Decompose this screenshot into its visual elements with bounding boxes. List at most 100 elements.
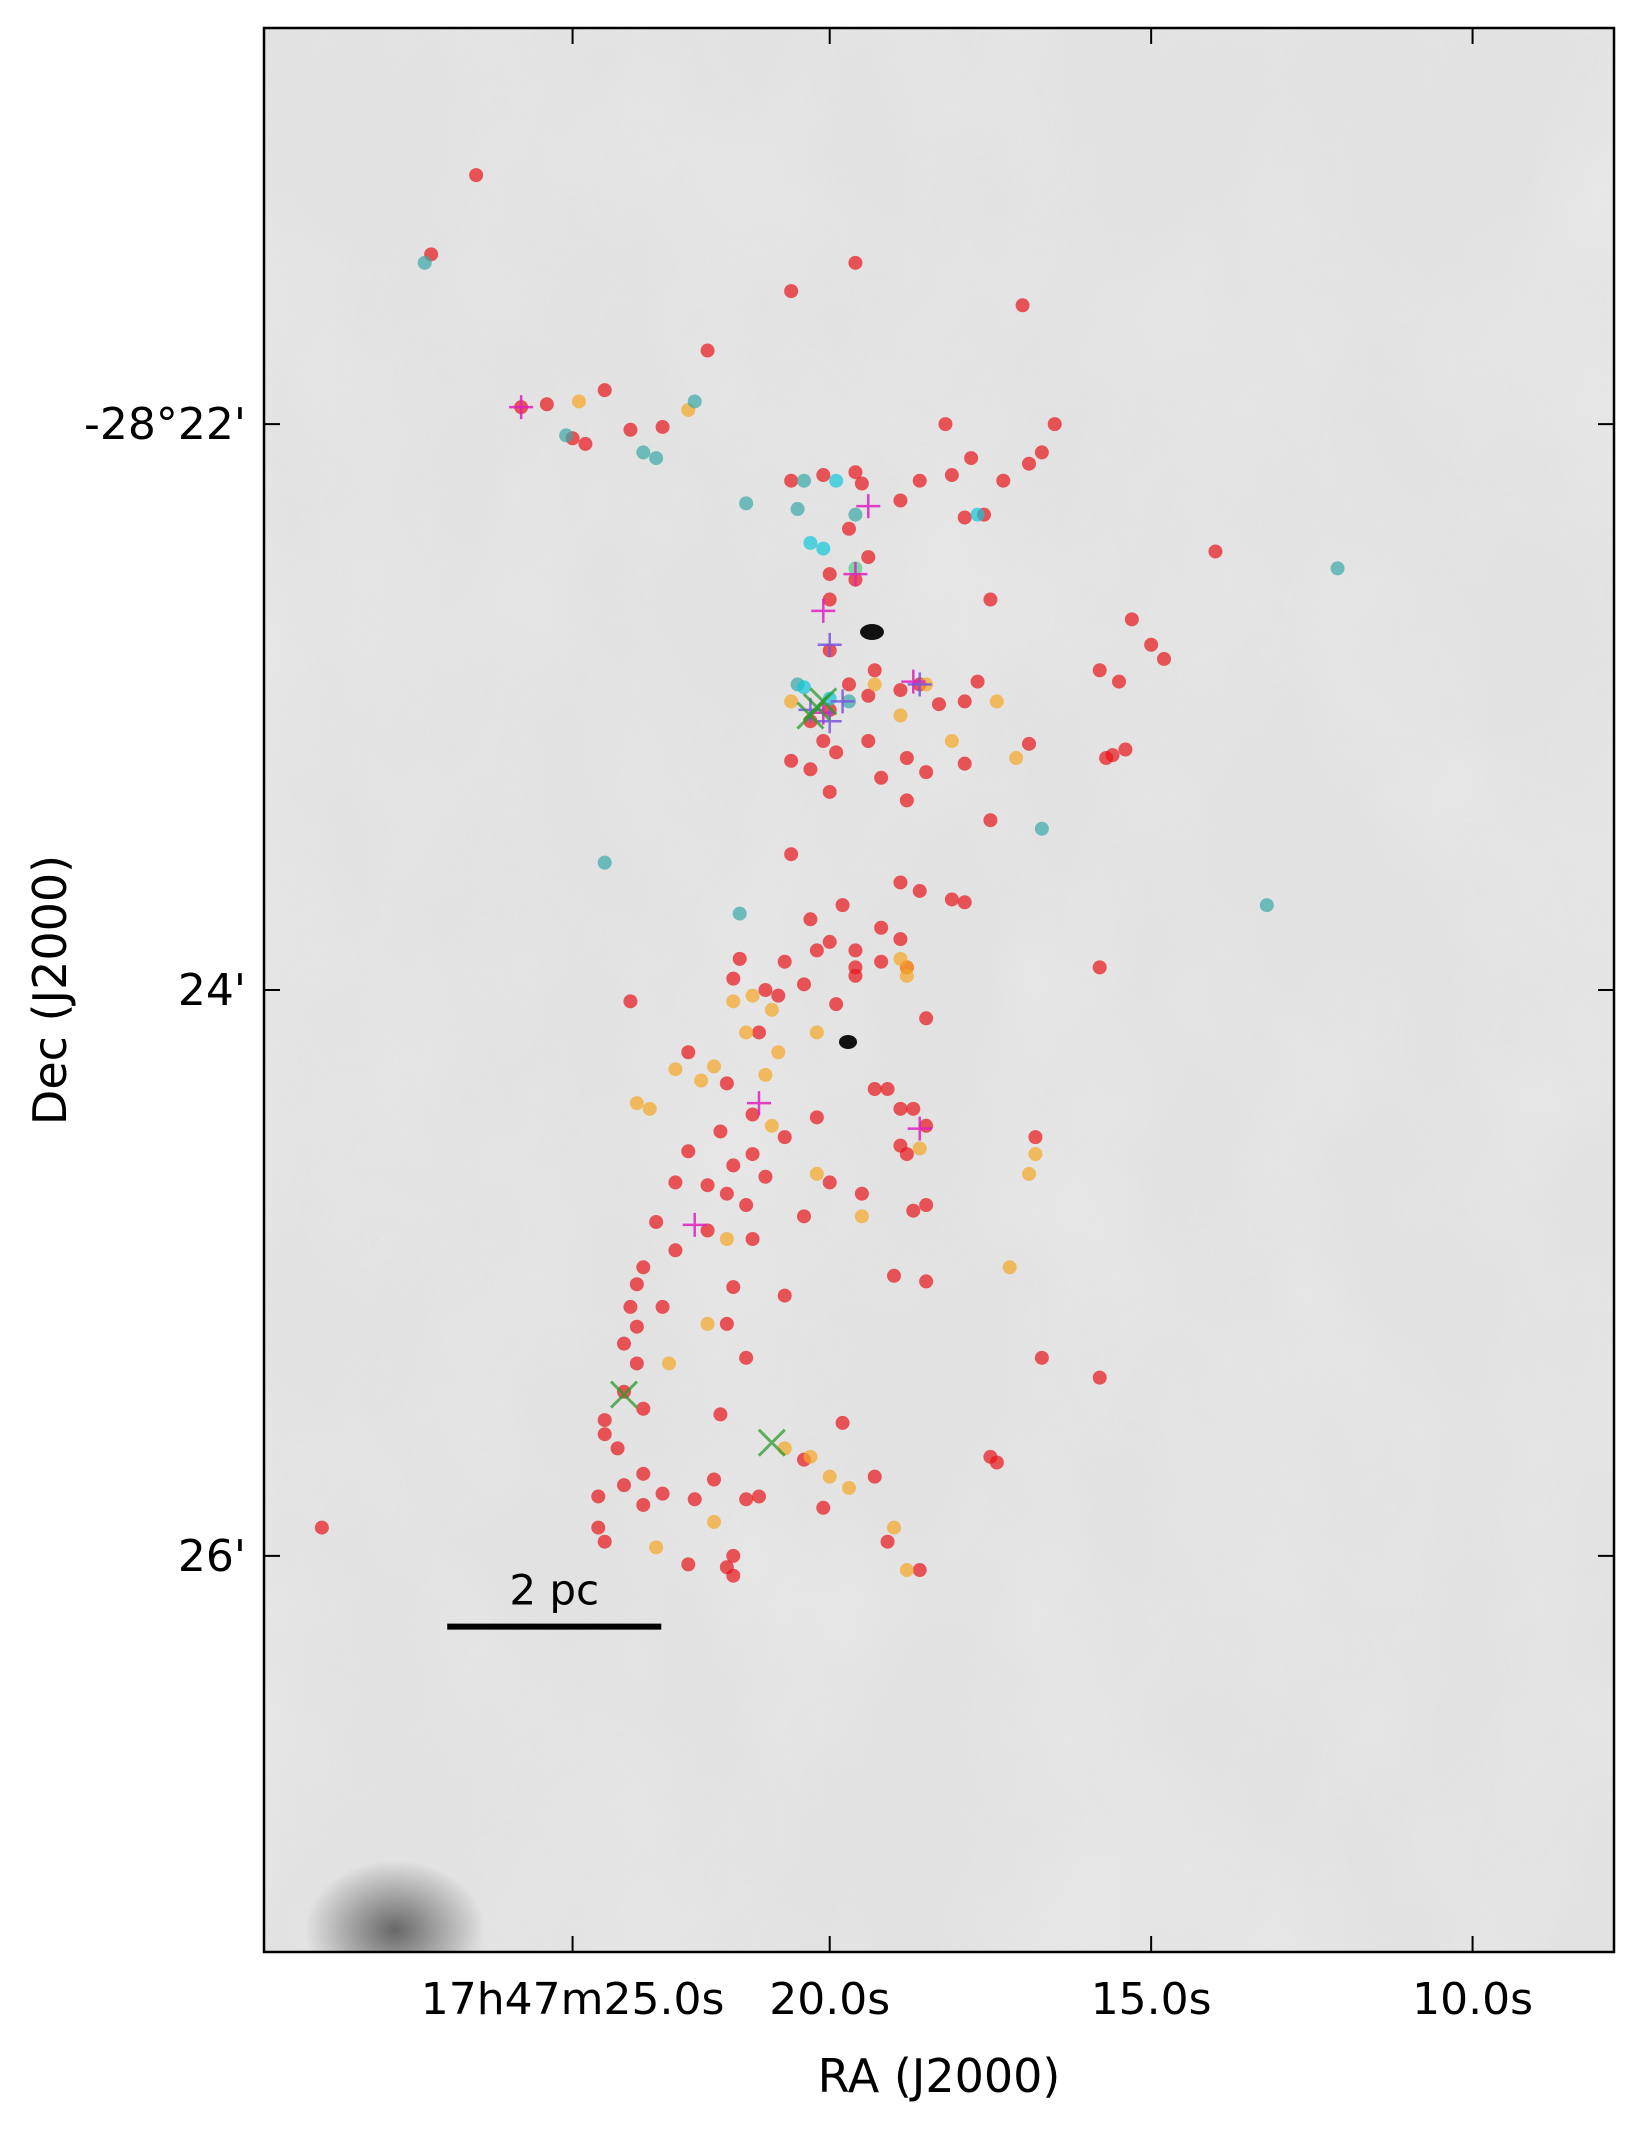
marker-0-79	[874, 954, 889, 969]
marker-0-70	[874, 920, 889, 935]
marker-0-137	[636, 1401, 651, 1416]
marker-1-19	[758, 1067, 773, 1082]
marker-1-39	[887, 1520, 901, 1535]
marker-0-81	[726, 971, 741, 986]
marker-2-5	[797, 473, 811, 488]
marker-1-34	[777, 1441, 792, 1456]
x-axis-label: RA (J2000)	[818, 2049, 1061, 2103]
marker-0-154	[591, 1489, 606, 1504]
marker-0-123	[726, 1280, 741, 1295]
marker-0-141	[835, 1415, 850, 1430]
marker-0-136	[617, 1384, 631, 1399]
marker-0-90	[681, 1045, 696, 1060]
marker-0-144	[617, 1478, 631, 1493]
marker-0-84	[758, 983, 773, 997]
marker-0-15	[1022, 456, 1036, 471]
marker-0-114	[906, 1203, 921, 1218]
marker-0-164	[912, 1563, 927, 1578]
marker-0-75	[732, 951, 747, 966]
marker-5-7	[907, 1116, 932, 1141]
marker-0-86	[623, 994, 638, 1009]
grain-texture	[264, 28, 1614, 1952]
marker-1-23	[642, 1101, 657, 1116]
marker-0-69	[803, 912, 818, 927]
marker-1-17	[771, 1045, 786, 1060]
marker-5-2	[843, 562, 868, 587]
markers	[314, 168, 1345, 1583]
marker-3-4	[797, 680, 811, 695]
marker-0-29	[822, 592, 837, 607]
marker-0-14	[1034, 445, 1049, 460]
marker-0-32	[1144, 637, 1159, 652]
marker-0-146	[655, 1486, 670, 1501]
marker-0-7	[655, 419, 670, 434]
marker-2-7	[790, 502, 805, 516]
marker-3-3	[816, 541, 831, 556]
marker-0-82	[797, 977, 811, 992]
marker-0-108	[758, 1169, 773, 1184]
marker-0-92	[719, 1076, 734, 1091]
marker-1-25	[912, 1141, 927, 1156]
dark-source-lower	[839, 1035, 857, 1049]
marker-0-99	[713, 1124, 728, 1139]
marker-0-104	[899, 1147, 914, 1162]
marker-0-43	[957, 694, 972, 709]
marker-0-126	[777, 1288, 792, 1303]
y-axis: -28°22' 24' 26'	[84, 399, 1614, 1582]
marker-5-8	[682, 1212, 707, 1237]
marker-5-4	[901, 669, 926, 694]
marker-0-60	[822, 784, 837, 799]
marker-1-16	[739, 1025, 754, 1040]
marker-0-6	[597, 383, 612, 398]
marker-0-62	[983, 813, 998, 828]
marker-6-0	[817, 709, 842, 734]
marker-0-63	[784, 847, 799, 862]
marker-0-156	[752, 1489, 766, 1504]
marker-0-0	[469, 168, 484, 183]
marker-0-138	[713, 1407, 728, 1422]
marker-6-1	[830, 689, 855, 714]
marker-0-76	[777, 954, 792, 969]
marker-0-17	[848, 465, 863, 480]
marker-1-7	[1009, 750, 1024, 765]
marker-2-2	[559, 428, 574, 443]
marker-0-47	[861, 734, 876, 749]
marker-0-21	[854, 476, 869, 491]
marker-1-0	[572, 394, 586, 409]
dark-source-upper	[860, 624, 884, 640]
marker-0-31	[1124, 612, 1139, 627]
marker-0-159	[726, 1548, 741, 1563]
marker-0-2	[784, 284, 799, 299]
marker-0-59	[874, 770, 889, 785]
marker-0-109	[700, 1178, 715, 1193]
marker-0-42	[861, 688, 876, 703]
marker-0-9	[623, 422, 638, 437]
marker-5-0	[509, 395, 534, 420]
marker-0-73	[848, 943, 863, 958]
marker-0-120	[668, 1243, 683, 1258]
marker-0-132	[629, 1356, 644, 1371]
marker-0-165	[314, 1520, 329, 1535]
marker-1-32	[700, 1316, 715, 1331]
marker-0-139	[597, 1413, 612, 1428]
scale-bar: 2 pc	[447, 1566, 662, 1630]
marker-0-111	[719, 1186, 734, 1201]
x-tick-label-2: 15.0s	[1091, 1974, 1212, 2025]
marker-0-71	[822, 934, 837, 949]
marker-0-51	[829, 745, 844, 760]
marker-0-30	[983, 592, 998, 607]
marker-2-13	[597, 855, 612, 870]
marker-0-41	[893, 683, 908, 698]
marker-0-13	[964, 451, 979, 466]
marker-0-40	[842, 677, 856, 692]
marker-0-102	[1028, 1130, 1043, 1145]
marker-0-61	[899, 793, 914, 808]
marker-0-147	[636, 1497, 651, 1512]
marker-0-95	[745, 1107, 760, 1122]
marker-0-89	[752, 1025, 766, 1040]
marker-1-29	[854, 1209, 869, 1224]
marker-0-107	[668, 1175, 683, 1190]
marker-0-53	[1022, 736, 1036, 751]
marker-0-35	[1112, 674, 1126, 689]
marker-1-38	[707, 1514, 721, 1529]
